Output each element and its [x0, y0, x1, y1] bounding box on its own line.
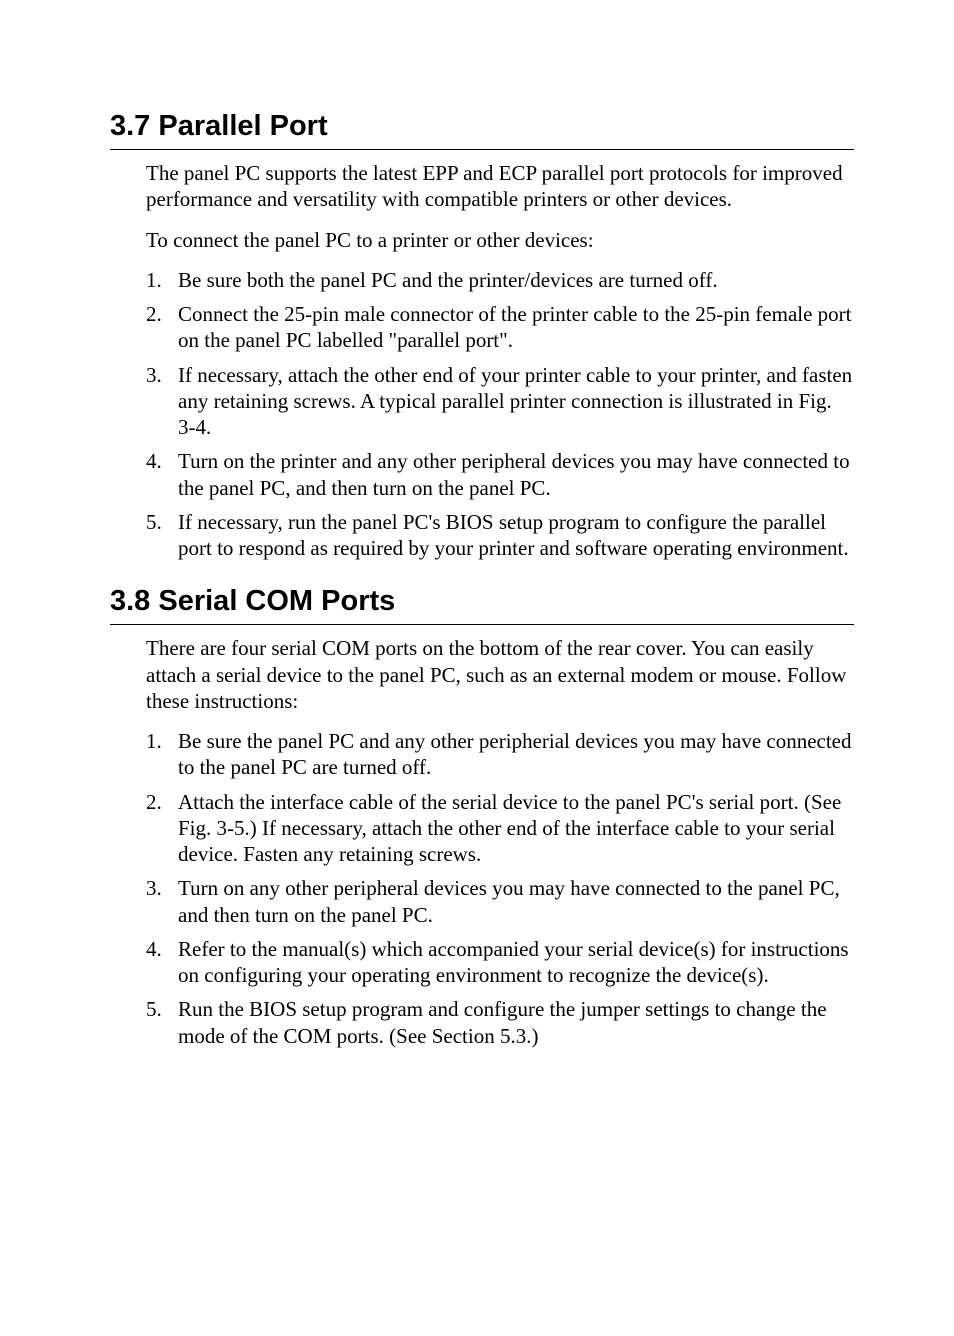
document-page: 3.7 Parallel Port The panel PC supports …: [0, 0, 954, 1133]
paragraph-parallel-connect: To connect the panel PC to a printer or …: [146, 227, 854, 253]
list-item: Connect the 25-pin male connector of the…: [146, 301, 854, 354]
list-item: Turn on the printer and any other periph…: [146, 448, 854, 501]
list-serial-steps: Be sure the panel PC and any other perip…: [146, 728, 854, 1049]
paragraph-parallel-intro: The panel PC supports the latest EPP and…: [146, 160, 854, 213]
list-item: Be sure both the panel PC and the printe…: [146, 267, 854, 293]
section-heading-serial-com-ports: 3.8 Serial COM Ports: [110, 585, 854, 625]
list-parallel-steps: Be sure both the panel PC and the printe…: [146, 267, 854, 562]
list-item: Turn on any other peripheral devices you…: [146, 875, 854, 928]
list-item: Attach the interface cable of the serial…: [146, 789, 854, 868]
list-item: Refer to the manual(s) which accompanied…: [146, 936, 854, 989]
list-item: Run the BIOS setup program and configure…: [146, 996, 854, 1049]
list-item: If necessary, attach the other end of yo…: [146, 362, 854, 441]
paragraph-serial-intro: There are four serial COM ports on the b…: [146, 635, 854, 714]
section-heading-parallel-port: 3.7 Parallel Port: [110, 110, 854, 150]
list-item: If necessary, run the panel PC's BIOS se…: [146, 509, 854, 562]
list-item: Be sure the panel PC and any other perip…: [146, 728, 854, 781]
